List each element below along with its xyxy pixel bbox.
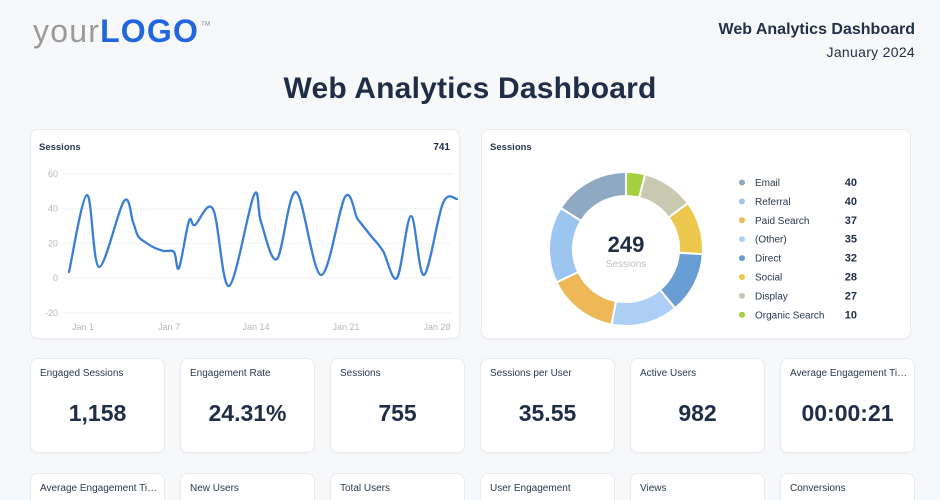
svg-text:Jan 14: Jan 14 bbox=[242, 322, 269, 332]
svg-text:Referral: Referral bbox=[755, 197, 791, 208]
svg-text:Social: Social bbox=[755, 273, 782, 284]
svg-text:Sessions: Sessions bbox=[606, 259, 647, 270]
svg-text:28: 28 bbox=[845, 272, 857, 284]
svg-text:20: 20 bbox=[48, 238, 58, 248]
svg-text:-20: -20 bbox=[45, 308, 58, 318]
svg-text:Jan 1: Jan 1 bbox=[72, 322, 94, 332]
svg-text:(Other): (Other) bbox=[755, 235, 787, 246]
svg-text:0: 0 bbox=[53, 273, 58, 283]
svg-text:Jan 21: Jan 21 bbox=[332, 322, 359, 332]
svg-text:60: 60 bbox=[48, 169, 58, 179]
svg-text:32: 32 bbox=[845, 253, 857, 265]
svg-text:Jan 28: Jan 28 bbox=[423, 322, 450, 332]
svg-text:249: 249 bbox=[608, 232, 645, 257]
svg-text:27: 27 bbox=[845, 290, 857, 302]
svg-text:Paid Search: Paid Search bbox=[755, 216, 809, 227]
svg-text:Organic Search: Organic Search bbox=[755, 310, 824, 321]
svg-text:Display: Display bbox=[755, 291, 788, 302]
svg-text:10: 10 bbox=[845, 309, 857, 321]
svg-text:37: 37 bbox=[845, 215, 857, 227]
svg-text:40: 40 bbox=[845, 196, 857, 208]
svg-text:Email: Email bbox=[755, 178, 780, 189]
svg-text:Direct: Direct bbox=[755, 254, 781, 265]
svg-text:40: 40 bbox=[48, 204, 58, 214]
svg-text:40: 40 bbox=[845, 177, 857, 189]
svg-text:35: 35 bbox=[845, 234, 857, 246]
svg-text:Jan 7: Jan 7 bbox=[158, 322, 180, 332]
